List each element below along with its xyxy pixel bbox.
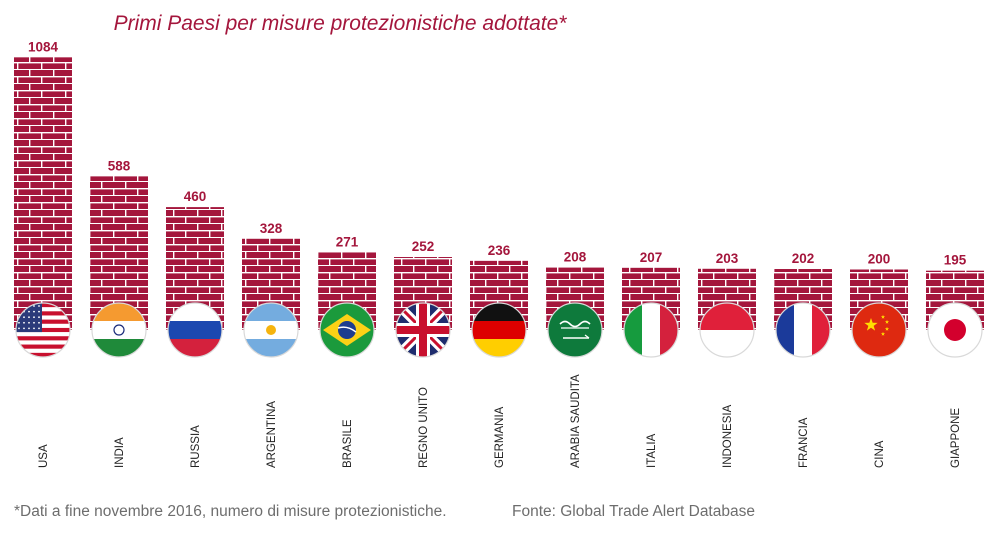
- value-label: 203: [716, 251, 739, 266]
- category-label: CINA: [874, 440, 886, 468]
- category-label: FRANCIA: [798, 417, 810, 468]
- value-label: 1084: [28, 39, 59, 54]
- category-label: GIAPPONE: [950, 408, 962, 468]
- indonesia-flag-icon: [699, 302, 755, 358]
- value-label: 208: [564, 250, 587, 265]
- us-flag-icon: [15, 302, 71, 358]
- value-label: 200: [868, 252, 891, 267]
- category-label: ITALIA: [646, 433, 658, 468]
- italy-flag-icon: [623, 302, 679, 358]
- chart-title: Primi Paesi per misure protezionistiche …: [113, 12, 567, 35]
- france-flag-icon: [775, 302, 831, 358]
- value-label: 271: [336, 234, 359, 249]
- japan-flag-icon: [927, 302, 983, 358]
- value-label: 207: [640, 250, 663, 265]
- category-label: INDONESIA: [722, 404, 734, 468]
- category-label: ARABIA SAUDITA: [570, 374, 582, 468]
- value-label: 202: [792, 251, 815, 266]
- category-label: REGNO UNITO: [418, 387, 430, 468]
- bar-usa: [14, 57, 72, 331]
- russia-flag-icon: [167, 302, 223, 358]
- argentina-flag-icon: [243, 302, 299, 358]
- india-flag-icon: [91, 302, 147, 358]
- value-label: 588: [108, 158, 131, 173]
- category-label: RUSSIA: [190, 425, 202, 468]
- source-note: Fonte: Global Trade Alert Database: [512, 503, 755, 520]
- category-label: GERMANIA: [494, 406, 506, 468]
- value-label: 195: [944, 253, 967, 268]
- footnote: *Dati a fine novembre 2016, numero di mi…: [14, 503, 447, 520]
- saudi-arabia-flag-icon: [547, 302, 603, 358]
- brazil-flag-icon: [319, 302, 375, 358]
- category-label: INDIA: [114, 437, 126, 468]
- value-label: 460: [184, 189, 207, 204]
- value-label: 252: [412, 239, 435, 254]
- category-label: USA: [38, 444, 50, 468]
- uk-flag-icon: [395, 302, 451, 358]
- category-label: BRASILE: [342, 419, 354, 468]
- value-label: 236: [488, 243, 511, 258]
- germany-flag-icon: [471, 302, 527, 358]
- category-label: ARGENTINA: [266, 401, 278, 468]
- value-label: 328: [260, 221, 283, 236]
- china-flag-icon: [851, 302, 907, 358]
